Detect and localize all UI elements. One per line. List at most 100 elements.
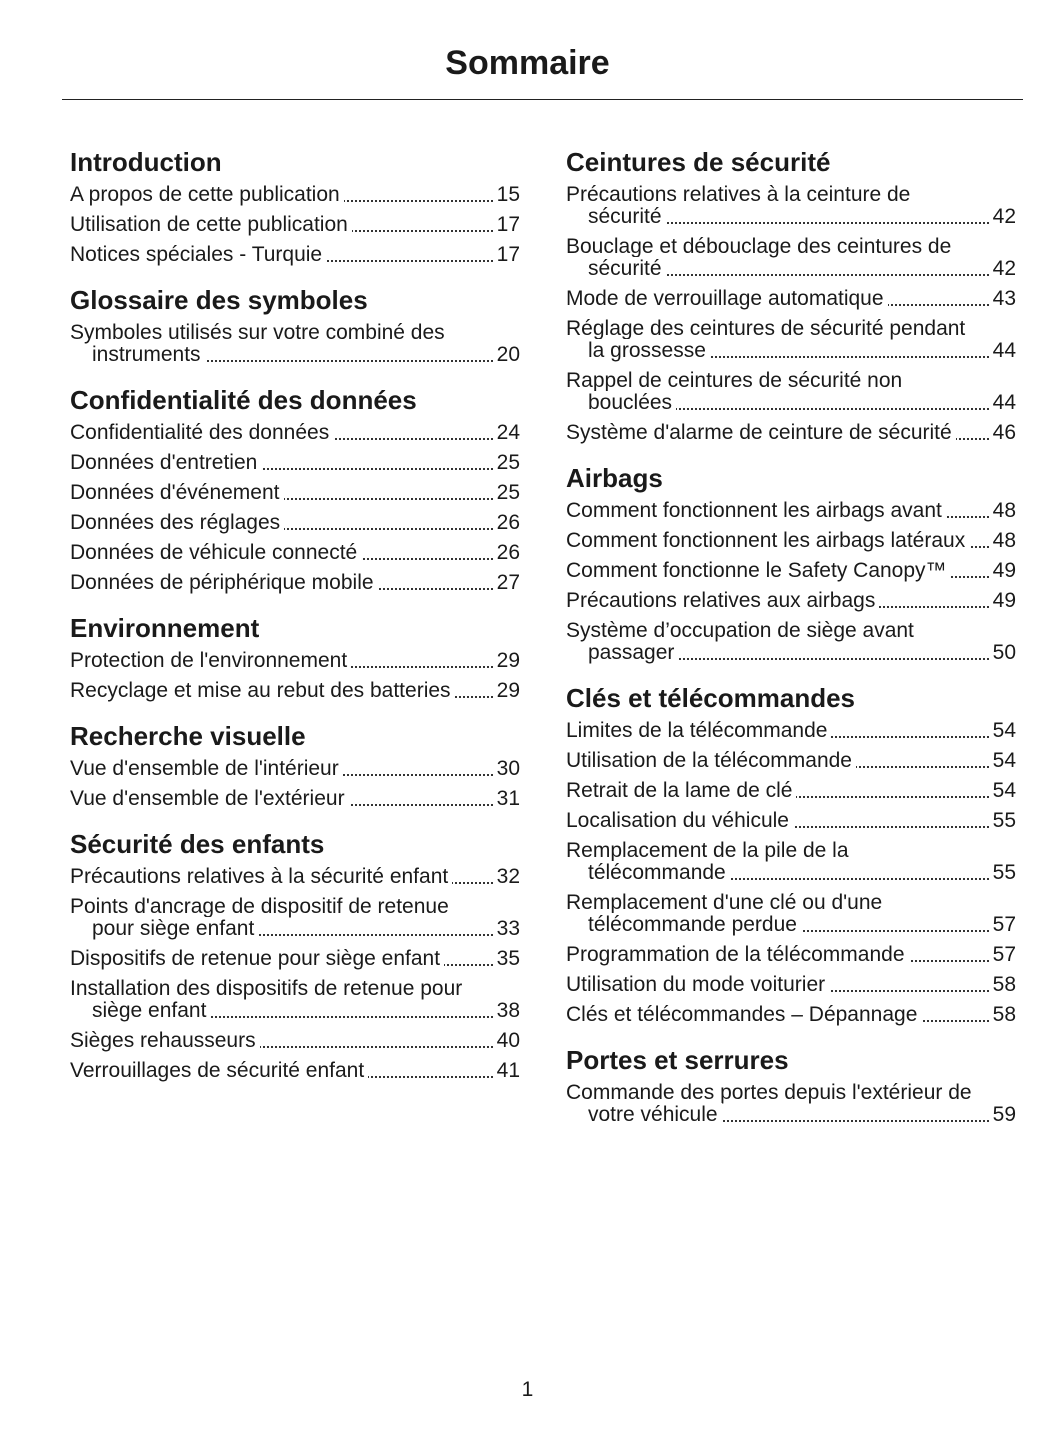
- dot-leader: [588, 796, 1016, 798]
- entry-title: Limites de la télécommande: [566, 719, 832, 742]
- entry-page: 26: [494, 541, 520, 564]
- entry-page: 55: [990, 861, 1016, 884]
- entry-title: Bouclage et débouclage des ceintures de …: [566, 235, 952, 280]
- toc-entry: Précautions relatives à la sécurité enfa…: [70, 865, 520, 888]
- toc-entry: Sièges rehausseurs 40: [70, 1029, 520, 1052]
- dot-leader: [588, 356, 1016, 358]
- toc-entry: Rappel de ceintures de sécurité non bouc…: [566, 369, 1016, 414]
- toc-entry: Verrouillages de sécurité enfant 41: [70, 1059, 520, 1082]
- entry-page: 46: [990, 421, 1016, 444]
- toc-entry: Comment fonctionnent les airbags latérau…: [566, 529, 1016, 552]
- entry-page: 17: [494, 243, 520, 266]
- entry-title: Vue d'ensemble de l'intérieur: [70, 757, 343, 780]
- section-heading: Recherche visuelle: [70, 721, 306, 751]
- toc-entry: Symboles utilisés sur votre combiné des …: [70, 321, 520, 366]
- toc-entry: Utilisation du mode voiturier 58: [566, 973, 1016, 996]
- entry-title: Utilisation de cette publication: [70, 213, 352, 236]
- dot-leader: [588, 878, 1016, 880]
- toc-entry: Installation des dispositifs de retenue …: [70, 977, 520, 1022]
- entry-title: Vue d'ensemble de l'extérieur: [70, 787, 349, 810]
- entry-page: 42: [990, 205, 1016, 228]
- section-heading: Glossaire des symboles: [70, 285, 368, 315]
- toc-entry: Comment fonctionnent les airbags avant 48: [566, 499, 1016, 522]
- entry-title: Utilisation du mode voiturier: [566, 973, 830, 996]
- dot-leader: [92, 498, 520, 500]
- entry-title: Données d'événement: [70, 481, 284, 504]
- entry-page: 58: [990, 973, 1016, 996]
- dot-leader: [92, 360, 520, 362]
- toc-entry: Données des réglages 26: [70, 511, 520, 534]
- entry-page: 24: [494, 421, 520, 444]
- entry-page: 54: [990, 749, 1016, 772]
- entry-page: 44: [990, 339, 1016, 362]
- dot-leader: [588, 274, 1016, 276]
- entry-title: Clés et télécommandes – Dépannage: [566, 1003, 922, 1026]
- entry-page: 30: [494, 757, 520, 780]
- toc-entry: Précautions relatives aux airbags 49: [566, 589, 1016, 612]
- entry-title: Données de véhicule connecté: [70, 541, 362, 564]
- toc-section: Glossaire des symboles Symboles utilisés …: [70, 284, 520, 366]
- entry-page: 27: [494, 571, 520, 594]
- toc-entry: Comment fonctionne le Safety Canopy™ 49: [566, 559, 1016, 582]
- entry-title: Système d'alarme de ceinture de sécurité: [566, 421, 956, 444]
- entry-title: Données de périphérique mobile: [70, 571, 378, 594]
- dot-leader: [92, 1046, 520, 1048]
- entry-page: 54: [990, 719, 1016, 742]
- toc-section: Ceintures de sécurité Précautions relativ…: [566, 146, 1016, 444]
- dot-leader: [92, 1016, 520, 1018]
- entry-page: 48: [990, 529, 1016, 552]
- toc-entry: Retrait de la lame de clé 54: [566, 779, 1016, 802]
- entry-page: 59: [990, 1103, 1016, 1126]
- section-heading: Sécurité des enfants: [70, 829, 325, 859]
- entry-page: 31: [494, 787, 520, 810]
- entry-title: Recyclage et mise au rebut des batteries: [70, 679, 455, 702]
- dot-leader: [588, 930, 1016, 932]
- toc-entry: Dispositifs de retenue pour siège enfant…: [70, 947, 520, 970]
- toc-column: Ceintures de sécurité Précautions relativ…: [566, 128, 1016, 1134]
- toc-section: Airbags Comment fonctionnent les airbags …: [566, 462, 1016, 664]
- entry-page: 26: [494, 511, 520, 534]
- entry-title: Données d'entretien: [70, 451, 262, 474]
- entry-title: Protection de l'environnement: [70, 649, 352, 672]
- entry-title: Utilisation de la télécommande: [566, 749, 856, 772]
- entry-page: 32: [494, 865, 520, 888]
- entry-page: 50: [990, 641, 1016, 664]
- entry-title: Sièges rehausseurs: [70, 1029, 260, 1052]
- toc-entry: Données d'entretien 25: [70, 451, 520, 474]
- toc-entry: Système d'alarme de ceinture de sécurité…: [566, 421, 1016, 444]
- toc-entry: Protection de l'environnement 29: [70, 649, 520, 672]
- page-number: 1: [521, 1378, 534, 1401]
- dot-leader: [92, 528, 520, 530]
- entry-page: 58: [990, 1003, 1016, 1026]
- toc-entry: Données de véhicule connecté 26: [70, 541, 520, 564]
- entry-title: Données des réglages: [70, 511, 285, 534]
- toc-entry: Données de périphérique mobile 27: [70, 571, 520, 594]
- entry-page: 40: [494, 1029, 520, 1052]
- entry-page: 42: [990, 257, 1016, 280]
- toc-entry: Données d'événement 25: [70, 481, 520, 504]
- toc-entry: A propos de cette publication 15: [70, 183, 520, 206]
- entry-page: 41: [494, 1059, 520, 1082]
- section-heading: Portes et serrures: [566, 1045, 789, 1075]
- entry-title: Précautions relatives aux airbags: [566, 589, 880, 612]
- toc-entry: Notices spéciales - Turquie 17: [70, 243, 520, 266]
- toc-entry: Bouclage et débouclage des ceintures de …: [566, 235, 1016, 280]
- entry-title: A propos de cette publication: [70, 183, 344, 206]
- toc-section: Environnement Protection de l'environneme…: [70, 612, 520, 702]
- toc-entry: Système d’occupation de siège avant pass…: [566, 619, 1016, 664]
- section-heading: Ceintures de sécurité: [566, 147, 831, 177]
- section-heading: Clés et télécommandes: [566, 683, 856, 713]
- entry-title: Localisation du véhicule: [566, 809, 793, 832]
- toc-section: Confidentialité des données Confidentiali…: [70, 384, 520, 594]
- entry-page: 38: [494, 999, 520, 1022]
- entry-title: Confidentialité des données: [70, 421, 334, 444]
- entry-page: 49: [990, 559, 1016, 582]
- dot-leader: [588, 826, 1016, 828]
- toc-entry: Localisation du véhicule 55: [566, 809, 1016, 832]
- entry-title: Retrait de la lame de clé: [566, 779, 797, 802]
- toc-entry: Mode de verrouillage automatique 43: [566, 287, 1016, 310]
- dot-leader: [92, 468, 520, 470]
- entry-page: 57: [990, 943, 1016, 966]
- toc-section: Recherche visuelle Vue d'ensemble de l'in…: [70, 720, 520, 810]
- dot-leader: [588, 1120, 1016, 1122]
